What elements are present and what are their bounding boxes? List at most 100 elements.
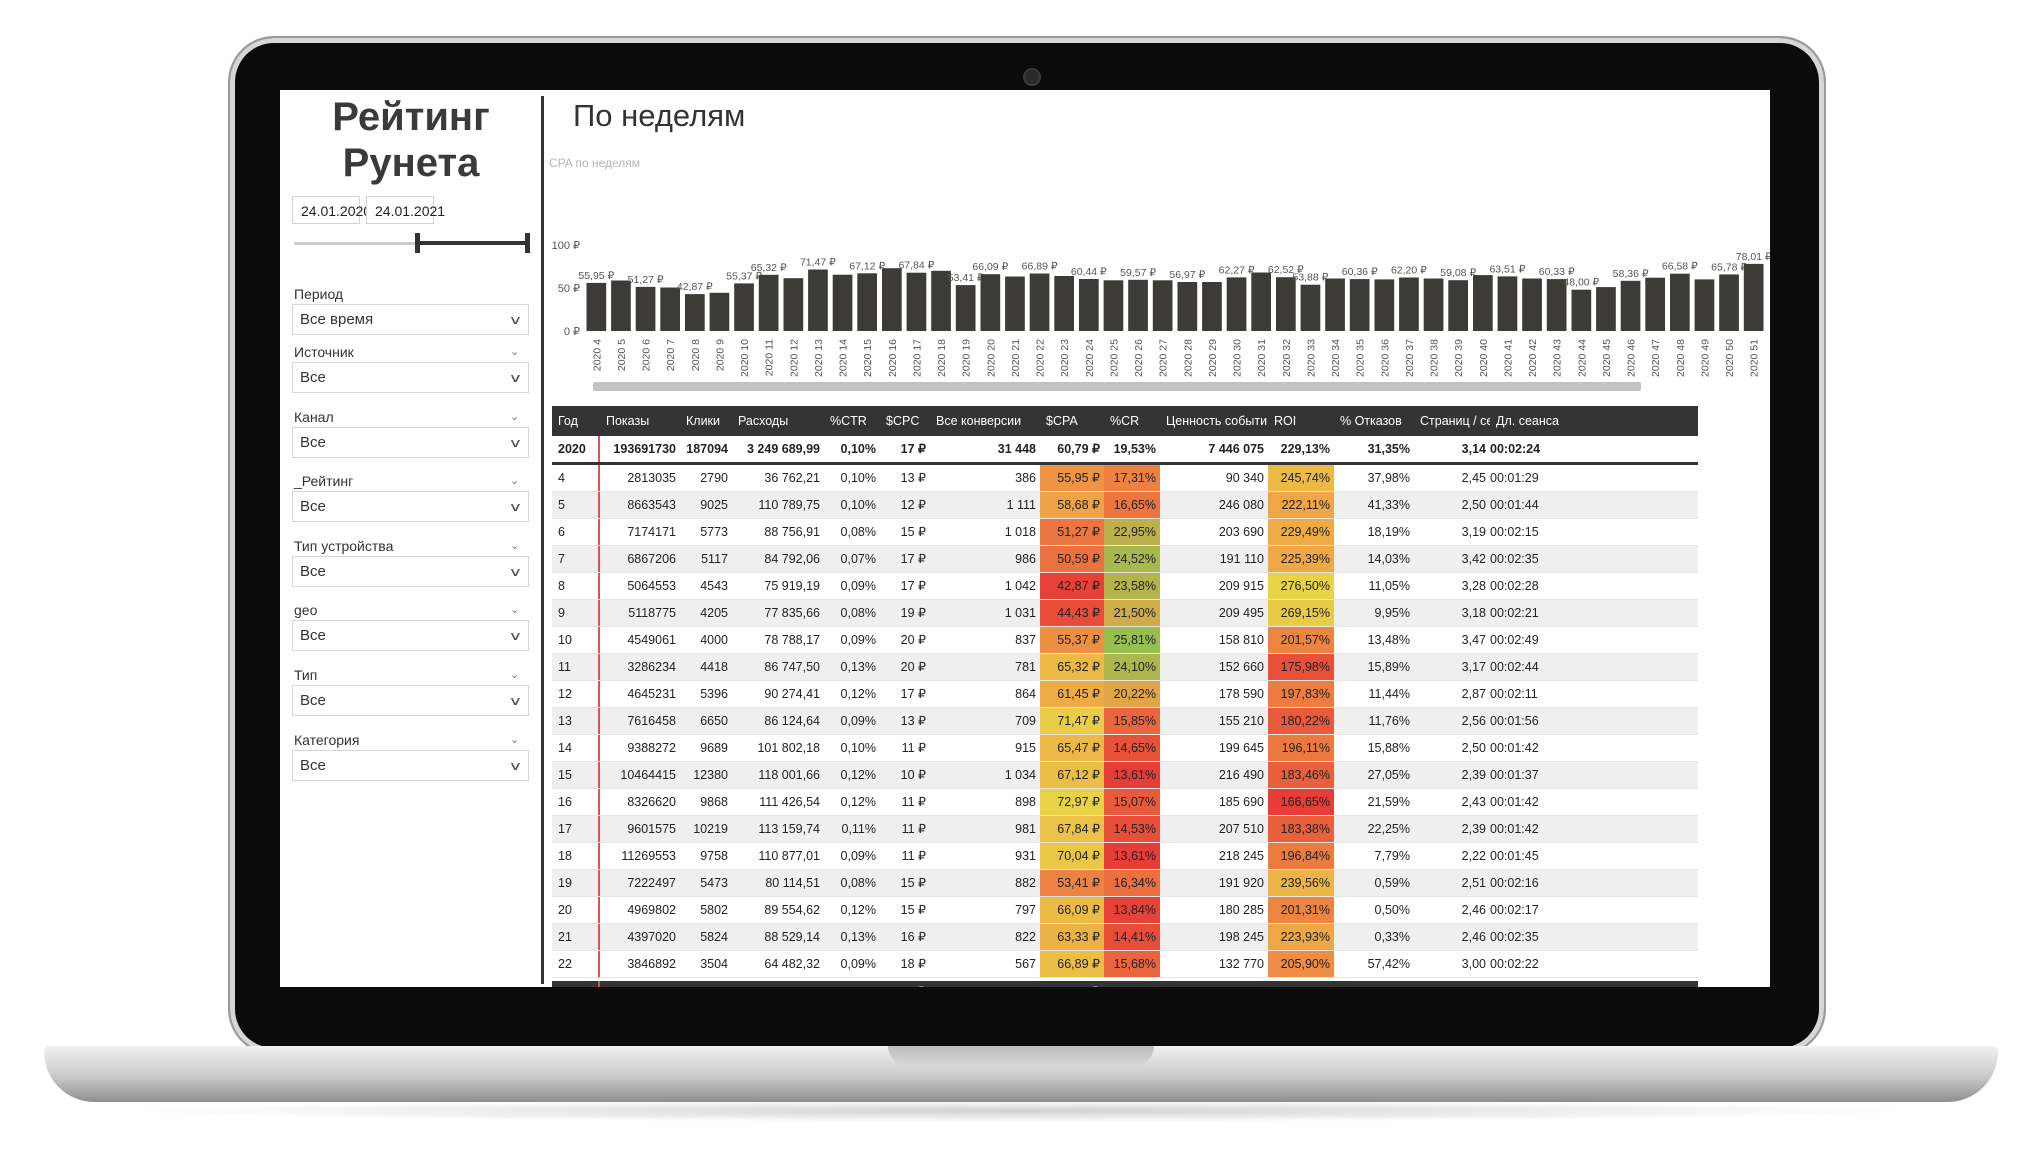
chart-horizontal-scrollbar[interactable] — [593, 382, 1641, 391]
chart-bar[interactable] — [1152, 280, 1173, 331]
filter-dropdown[interactable]: Все ∨ — [292, 556, 529, 587]
chart-bar[interactable] — [857, 273, 877, 331]
table-row[interactable]: 14 9388272 9689 101 802,18 0,10% 11 ₽ 915 65,47… — [552, 735, 1698, 762]
chart-bar[interactable] — [1645, 277, 1665, 331]
column-header[interactable]: Дл. сеанса — [1496, 414, 1559, 428]
table-row[interactable]: 18 11269553 9758 110 877,01 0,09% 11 ₽ 931 70,0… — [552, 843, 1698, 870]
collapse-chevron-icon[interactable]: ⌄ — [510, 604, 520, 616]
chart-bar[interactable] — [1029, 273, 1050, 332]
chart-bar[interactable] — [1670, 273, 1690, 331]
chart-bar[interactable] — [980, 274, 1001, 331]
chart-bar[interactable] — [1177, 282, 1198, 331]
chart-bar[interactable] — [1694, 279, 1715, 331]
chart-bar[interactable] — [1571, 289, 1592, 331]
chart-bar[interactable] — [882, 268, 902, 331]
table-row[interactable]: 13 7616458 6650 86 124,64 0,09% 13 ₽ 709 71,47 … — [552, 708, 1698, 735]
chart-bar[interactable] — [709, 292, 730, 331]
chart-bar[interactable] — [808, 269, 828, 332]
filter-dropdown[interactable]: Все время ∨ — [292, 304, 529, 335]
date-range-slider-track[interactable] — [294, 242, 527, 245]
date-range-slider-handle-start[interactable] — [415, 233, 420, 253]
chart-bar[interactable] — [1497, 276, 1518, 331]
chart-bar[interactable] — [586, 282, 607, 331]
collapse-chevron-icon[interactable]: ⌄ — [510, 346, 520, 358]
table-row[interactable]: 20 4969802 5802 89 554,62 0,12% 15 ₽ 797 66,09 … — [552, 897, 1698, 924]
table-row[interactable]: 21 4397020 5824 88 529,14 0,13% 16 ₽ 822 63,33 … — [552, 924, 1698, 951]
chart-bar[interactable] — [1103, 280, 1124, 331]
chart-bar[interactable] — [1276, 277, 1296, 331]
chart-bar[interactable] — [1448, 280, 1468, 331]
collapse-chevron-icon[interactable]: ⌄ — [510, 475, 520, 487]
table-total-row[interactable]: Всего1950415661938983 434 486,420,10%18 … — [552, 981, 1698, 987]
collapse-chevron-icon[interactable]: ⌄ — [510, 734, 520, 746]
chart-bar[interactable] — [1596, 287, 1616, 331]
collapse-chevron-icon[interactable]: ⌄ — [510, 669, 520, 681]
chart-bar[interactable] — [783, 278, 804, 331]
chart-bar[interactable] — [1251, 272, 1271, 332]
filter-dropdown[interactable]: Все ∨ — [292, 620, 529, 651]
table-row[interactable]: 19 7222497 5473 80 114,51 0,08% 15 ₽ 882 53,41 … — [552, 870, 1698, 897]
chart-bar[interactable] — [1522, 278, 1542, 332]
column-header[interactable]: Показы — [606, 414, 650, 428]
collapse-chevron-icon[interactable]: ⌄ — [510, 411, 520, 423]
column-header[interactable]: Расходы — [738, 414, 789, 428]
table-row[interactable]: 4 2813035 2790 36 762,21 0,10% 13 ₽ 386 55,95 ₽… — [552, 465, 1698, 492]
chart-bar[interactable] — [685, 294, 705, 331]
table-row[interactable]: 12 4645231 5396 90 274,41 0,12% 17 ₽ 864 61,45 … — [552, 681, 1698, 708]
chart-bar[interactable] — [1399, 277, 1419, 332]
chart-bar[interactable] — [1349, 279, 1370, 331]
column-header[interactable]: Год — [558, 414, 578, 428]
chart-bar[interactable] — [955, 285, 976, 331]
date-from-input[interactable]: 24.01.2020 — [292, 196, 371, 224]
column-header[interactable]: %CR — [1110, 414, 1140, 428]
filter-dropdown[interactable]: Все ∨ — [292, 362, 529, 393]
chart-bar[interactable] — [931, 270, 951, 331]
column-header[interactable]: Клики — [686, 414, 721, 428]
chart-bar[interactable] — [1620, 280, 1641, 331]
chart-bar[interactable] — [635, 286, 656, 331]
table-row[interactable]: 7 6867206 5117 84 792,06 0,07% 17 ₽ 986 50,59 ₽… — [552, 546, 1698, 573]
chart-bar[interactable] — [1300, 284, 1321, 331]
chart-bar[interactable] — [1079, 279, 1099, 331]
chart-bar[interactable] — [758, 274, 779, 331]
column-header[interactable]: Страниц / сеанс — [1420, 414, 1490, 428]
column-header[interactable]: % Отказов — [1340, 414, 1402, 428]
date-to-input[interactable]: 24.01.2021 — [366, 196, 445, 224]
chart-bar[interactable] — [1325, 278, 1345, 332]
table-row[interactable]: 22 3846892 3504 64 482,32 0,09% 18 ₽ 567 66,89 … — [552, 951, 1698, 978]
filter-dropdown[interactable]: Все ∨ — [292, 750, 529, 781]
chart-bar[interactable] — [906, 272, 927, 331]
column-header[interactable]: $CPA — [1046, 414, 1078, 428]
chart-bar[interactable] — [1054, 276, 1074, 331]
chart-bar[interactable] — [734, 283, 754, 331]
table-row[interactable]: 5 8663543 9025 110 789,75 0,10% 12 ₽ 1 111 58,6… — [552, 492, 1698, 519]
filter-dropdown[interactable]: Все ∨ — [292, 427, 529, 458]
table-row[interactable]: 17 9601575 10219 113 159,74 0,11% 11 ₽ 981 67,8… — [552, 816, 1698, 843]
collapse-chevron-icon[interactable]: ⌄ — [510, 540, 520, 552]
column-header[interactable]: Ценность событий — [1166, 414, 1268, 428]
chart-bar[interactable] — [1546, 279, 1567, 331]
table-row[interactable]: 10 4549061 4000 78 788,17 0,09% 20 ₽ 837 55,37 … — [552, 627, 1698, 654]
filter-dropdown[interactable]: Все ∨ — [292, 491, 529, 522]
chart-bar[interactable] — [1743, 263, 1764, 331]
chart-bar[interactable] — [1202, 282, 1222, 331]
chart-bar[interactable] — [611, 280, 631, 332]
column-header[interactable]: %CTR — [830, 414, 867, 428]
chart-bar[interactable] — [832, 274, 853, 331]
table-header-row[interactable]: Год Показы Клики Расходы %CTR $CPC Все конверс… — [552, 406, 1698, 436]
table-row[interactable]: 8 5064553 4543 75 919,19 0,09% 17 ₽ 1 042 42,87… — [552, 573, 1698, 600]
column-header[interactable]: Все конверсии — [936, 414, 1022, 428]
table-year-row[interactable]: 2020 193691730 187094 3 249 689,99 0,10% 17 ₽… — [552, 436, 1698, 465]
table-row[interactable]: 9 5118775 4205 77 835,66 0,08% 19 ₽ 1 031 44,43… — [552, 600, 1698, 627]
chart-bar[interactable] — [660, 287, 680, 332]
table-row[interactable]: 6 7174171 5773 88 756,91 0,08% 15 ₽ 1 018 51,27… — [552, 519, 1698, 546]
column-header[interactable]: $CPC — [886, 414, 920, 428]
date-range-slider-handle-end[interactable] — [525, 233, 530, 253]
table-row[interactable]: 11 3286234 4418 86 747,50 0,13% 20 ₽ 781 65,32 … — [552, 654, 1698, 681]
chart-bar[interactable] — [1128, 279, 1148, 331]
chart-bar[interactable] — [1423, 278, 1444, 332]
chart-bar[interactable] — [1005, 276, 1025, 332]
chart-bar[interactable] — [1374, 279, 1395, 331]
column-header[interactable]: ROI — [1274, 414, 1297, 428]
chart-bar[interactable] — [1719, 274, 1739, 331]
